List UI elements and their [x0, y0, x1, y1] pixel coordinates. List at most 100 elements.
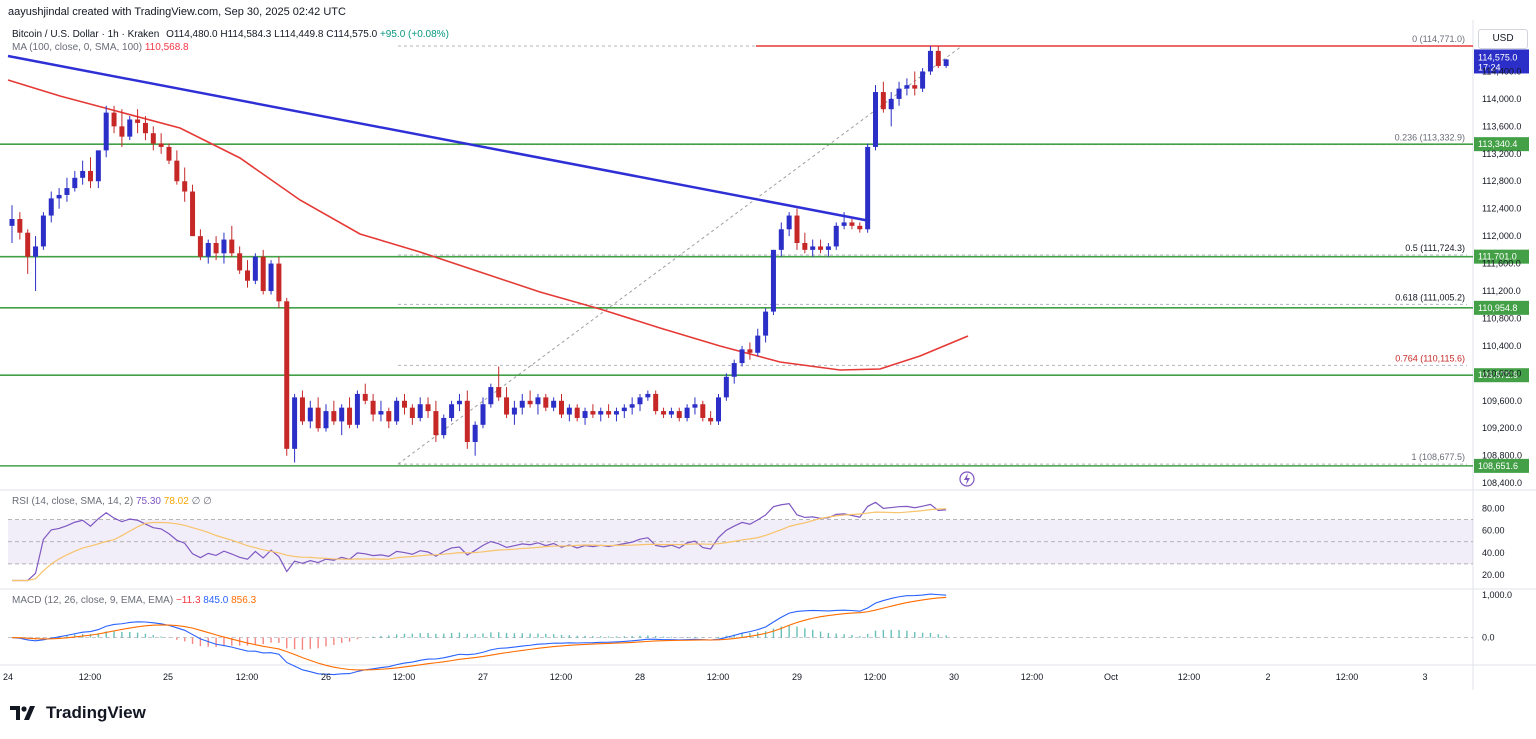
candle-body [190, 191, 196, 237]
macd-signal: 845.0 [203, 595, 229, 606]
candle-body [692, 404, 698, 408]
time-axis-label: 29 [792, 672, 802, 682]
candle-body [684, 407, 690, 418]
fib-label: 0 (114,771.0) [1412, 34, 1465, 44]
tradingview-logo: TradingView [10, 703, 146, 723]
time-axis-label: 2 [1265, 672, 1270, 682]
candle-body [590, 411, 596, 415]
candle-body [166, 146, 172, 161]
rsi-label: RSI (14, close, SMA, 14, 2) [12, 496, 134, 507]
tradingview-logo-icon [10, 706, 35, 720]
candle-body [716, 397, 721, 422]
price-tick-label: 113,200.0 [1482, 149, 1521, 159]
candle-body [708, 417, 714, 422]
candle-body [299, 397, 305, 422]
support-label: 110,954.8 [1478, 303, 1517, 313]
candle-body [245, 270, 250, 281]
alert-bolt-circle [959, 471, 975, 487]
candle-body [260, 256, 266, 292]
candle-body [480, 404, 486, 425]
price-tick-label: 108,800.0 [1482, 451, 1522, 461]
rsi-tick-label: 40.00 [1482, 548, 1505, 558]
candle-body [323, 411, 329, 429]
candle-body [676, 411, 682, 418]
candle-body [629, 404, 635, 408]
price-tick-label: 110,800.0 [1482, 313, 1521, 323]
bar-countdown: 17:24 [1478, 62, 1501, 72]
alert-bolt-glyph [964, 473, 970, 485]
candle-body [158, 143, 164, 147]
time-axis-label: 12:00 [550, 672, 573, 682]
candle-body [127, 119, 133, 137]
fib-label: 0.764 (110,115.6) [1395, 353, 1465, 363]
support-label-bg [1474, 249, 1529, 264]
candle-body [252, 256, 258, 281]
ohlc-high: H114,584.3 [220, 29, 272, 40]
macd-label: MACD (12, 26, close, 9, EMA, EMA) [12, 595, 174, 606]
price-tick-label: 112,800.0 [1482, 176, 1521, 186]
rsi-extra: ∅ ∅ [191, 496, 212, 507]
price-tick-label: 110,400.0 [1482, 341, 1521, 351]
candle-body [378, 411, 384, 415]
rsi-tick-label: 20.00 [1482, 570, 1505, 580]
candle-body [150, 133, 156, 144]
candle-body [763, 311, 769, 336]
candle-body [527, 400, 533, 405]
candle-body [103, 112, 109, 151]
price-tick-label: 111,200.0 [1482, 286, 1521, 296]
candle-body [802, 242, 808, 250]
macd-legend[interactable]: MACD (12, 26, close, 9, EMA, EMA) −11.3 … [12, 595, 256, 606]
moving-average-line [7, 79, 969, 371]
candle-body [315, 407, 321, 429]
candle-body [543, 397, 549, 408]
candle-body [833, 225, 839, 247]
support-label: 108,651.6 [1478, 461, 1518, 471]
candle-body [307, 407, 313, 422]
macd-line [11, 593, 947, 676]
candle-body [292, 397, 298, 449]
candle-body [80, 170, 86, 178]
candle-body [582, 411, 588, 418]
macd-tick-label: 1,000.0 [1482, 590, 1512, 600]
candle-body [535, 397, 541, 405]
candle-body [770, 249, 776, 312]
currency-button[interactable]: USD [1478, 29, 1528, 49]
candle-body [653, 393, 659, 412]
candle-body [221, 239, 227, 254]
candle-body [205, 242, 211, 257]
last-price-label-bg [1474, 49, 1529, 74]
candle-body [64, 188, 70, 195]
candle-body [574, 407, 580, 418]
candle-body [566, 407, 572, 415]
macd-value: −11.3 [175, 595, 201, 606]
candle-body [48, 198, 54, 216]
candle-body [339, 407, 345, 422]
candle-body [394, 400, 400, 422]
candle-body [331, 411, 337, 422]
candle-body [284, 301, 290, 449]
candle-body [472, 424, 478, 442]
rsi-legend[interactable]: RSI (14, close, SMA, 14, 2) 75.30 78.02 … [12, 496, 212, 507]
ma-legend[interactable]: MA (100, close, 0, SMA, 100) 110,568.8 [12, 42, 189, 53]
candle-body [873, 92, 878, 147]
price-tick-label: 114,400.0 [1482, 66, 1521, 76]
alert-bolt-icon[interactable] [959, 471, 975, 487]
symbol-legend[interactable]: Bitcoin / U.S. Dollar · 1h · Kraken O114… [12, 29, 449, 40]
time-axis-label: 30 [949, 672, 959, 682]
ma-value: 110,568.8 [144, 42, 189, 53]
candle-body [402, 400, 407, 408]
candle-body [896, 88, 902, 99]
candle-body [723, 376, 729, 398]
candle-body [182, 181, 188, 192]
candle-body [88, 170, 93, 182]
time-axis-label: 12:00 [393, 672, 416, 682]
candle-body [464, 400, 470, 442]
candle-body [488, 387, 494, 405]
fib-label: 0.618 (111,005.2) [1395, 292, 1465, 302]
candle-body [213, 242, 219, 254]
ohlc-open: O114,480.0 [166, 29, 218, 40]
candle-body [111, 112, 117, 127]
candle-body [825, 246, 831, 250]
time-axis-label: 27 [478, 672, 488, 682]
